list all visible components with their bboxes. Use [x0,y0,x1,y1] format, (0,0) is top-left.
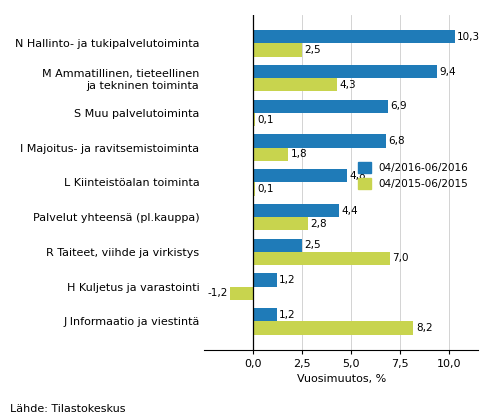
Text: 1,2: 1,2 [279,310,296,320]
Bar [253,169,347,182]
Bar [253,239,302,252]
Text: 0,1: 0,1 [257,184,274,194]
Text: 1,8: 1,8 [291,149,307,159]
Text: 8,2: 8,2 [416,323,432,333]
Text: 2,5: 2,5 [305,45,321,55]
Text: 4,8: 4,8 [350,171,366,181]
Bar [230,287,253,300]
Bar [253,273,277,287]
Bar [253,65,437,78]
Bar [253,30,455,43]
Bar [253,78,337,92]
Bar [253,148,288,161]
Text: 9,4: 9,4 [439,67,456,77]
Text: 2,8: 2,8 [310,219,327,229]
Bar [253,100,388,113]
Bar [253,182,255,196]
Text: 6,8: 6,8 [388,136,405,146]
Text: 10,3: 10,3 [457,32,480,42]
Text: 2,5: 2,5 [305,240,321,250]
X-axis label: Vuosimuutos, %: Vuosimuutos, % [297,374,386,384]
Bar [253,321,414,334]
Text: 4,3: 4,3 [340,80,356,90]
Text: 0,1: 0,1 [257,114,274,124]
Bar [253,134,386,148]
Bar [253,252,390,265]
Bar [253,217,308,230]
Text: Lähde: Tilastokeskus: Lähde: Tilastokeskus [10,404,125,414]
Text: 6,9: 6,9 [390,102,407,111]
Text: 4,4: 4,4 [342,206,358,215]
Legend: 04/2016-06/2016, 04/2015-06/2015: 04/2016-06/2016, 04/2015-06/2015 [354,158,473,193]
Bar [253,308,277,321]
Bar [253,204,339,217]
Text: 7,0: 7,0 [392,253,409,263]
Text: -1,2: -1,2 [207,288,227,298]
Text: 1,2: 1,2 [279,275,296,285]
Bar [253,43,302,57]
Bar [253,113,255,126]
